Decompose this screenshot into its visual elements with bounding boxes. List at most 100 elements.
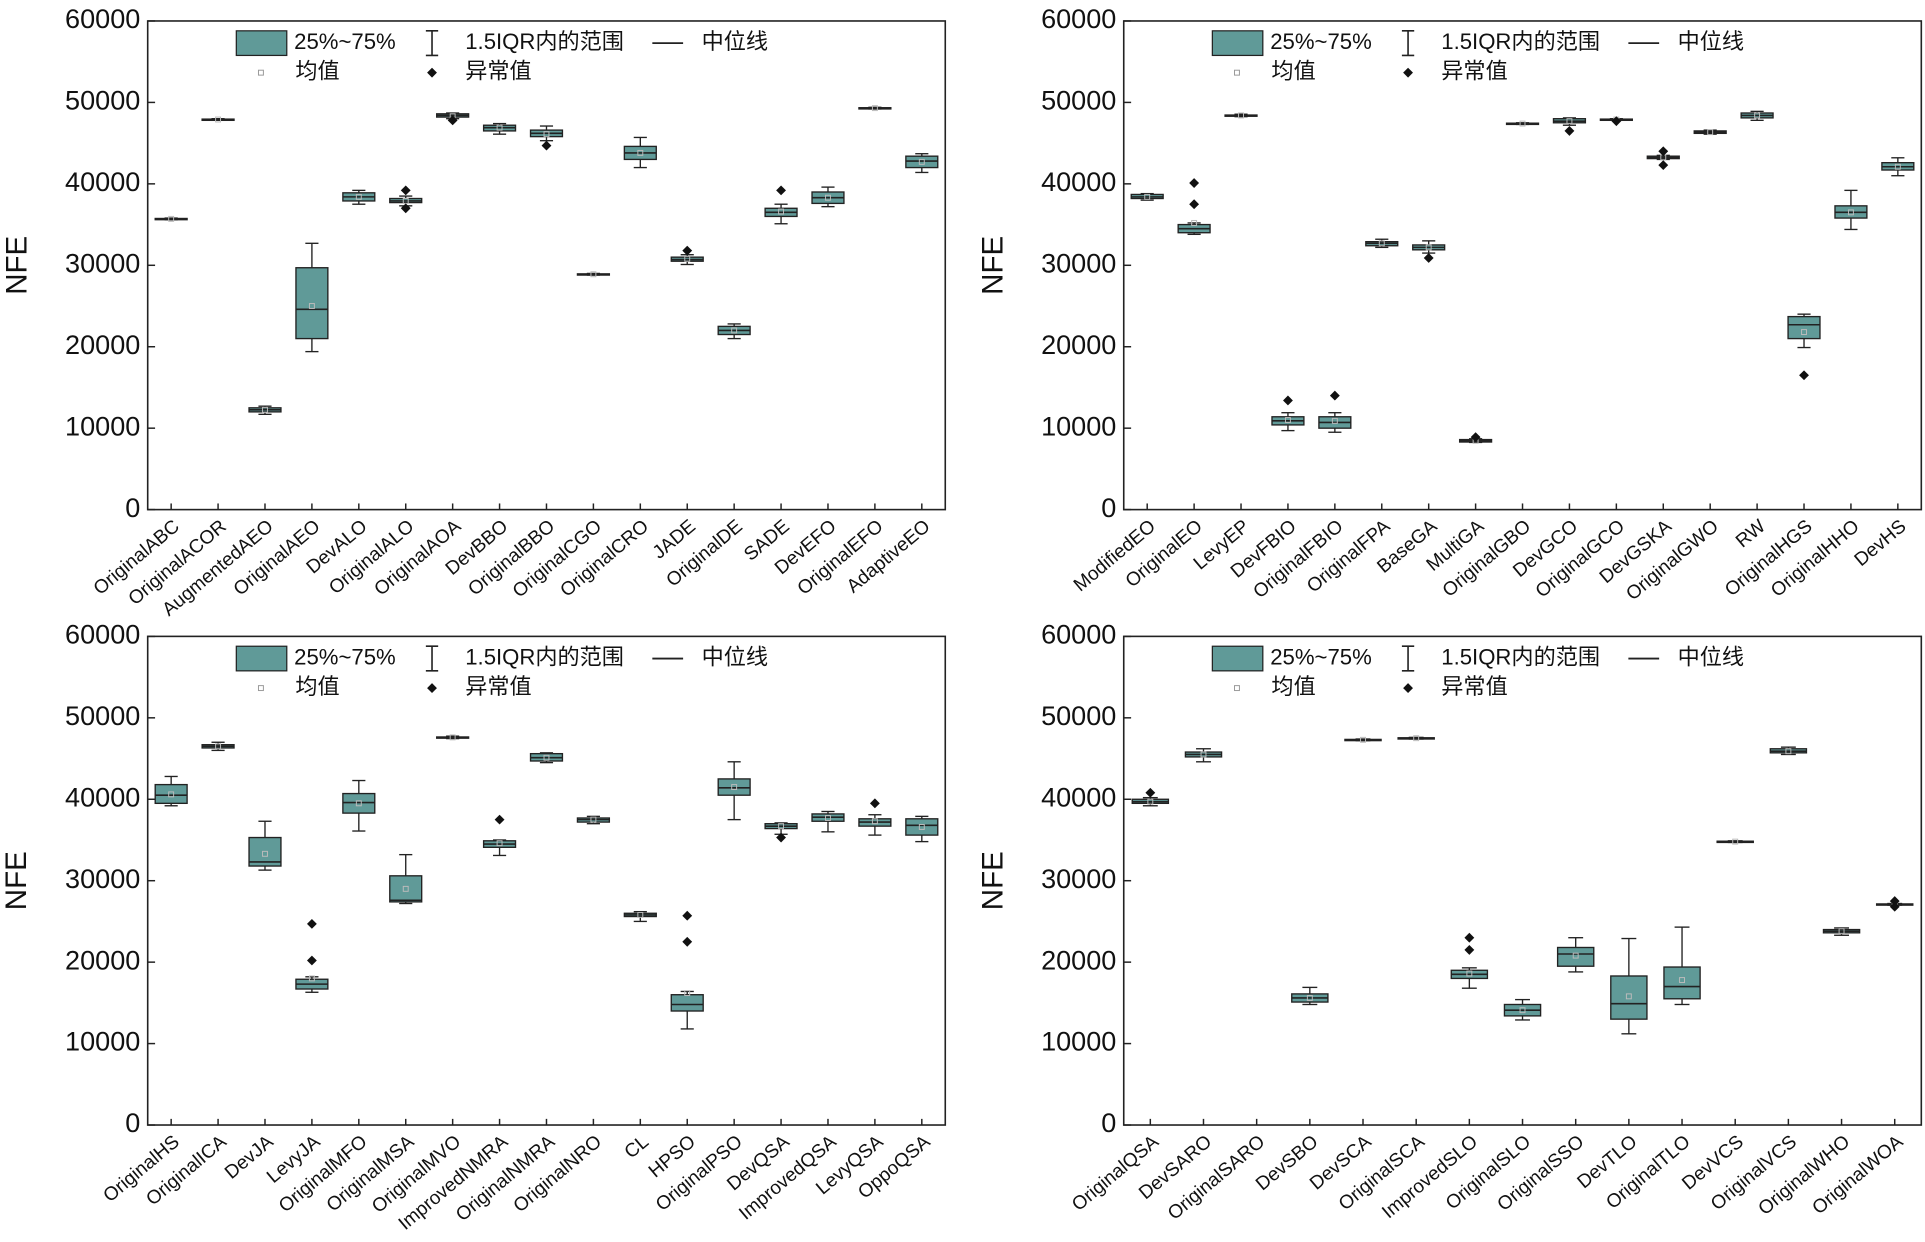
legend-label: 均值 <box>1271 674 1315 699</box>
outlier <box>306 955 317 966</box>
y-tick-label: 50000 <box>65 700 140 731</box>
mean-marker <box>1519 120 1526 127</box>
y-tick-label: 30000 <box>65 863 140 894</box>
legend-label: 中位线 <box>1678 644 1744 669</box>
mean-marker <box>1378 240 1385 247</box>
mean-marker <box>1284 417 1291 423</box>
mean-marker <box>637 911 644 918</box>
box <box>1787 315 1821 340</box>
outlier <box>1564 125 1575 136</box>
y-tick-label: 60000 <box>1041 3 1116 34</box>
mean-marker <box>355 193 362 200</box>
box <box>905 818 939 836</box>
legend-label: 25%~75% <box>294 29 396 54</box>
mean-marker <box>496 840 503 847</box>
y-axis-label: NFE <box>0 236 33 295</box>
legend-label: 1.5IQR内的范围 <box>465 644 624 669</box>
box <box>342 792 376 814</box>
mean-marker <box>1519 1007 1526 1014</box>
outlier <box>1189 199 1200 210</box>
plot-frame <box>1122 635 1923 1126</box>
box <box>1556 946 1595 967</box>
legend-flier-symbol <box>1403 683 1413 694</box>
box <box>154 783 188 805</box>
mean-marker <box>825 194 831 201</box>
legend-flier-symbol <box>1403 67 1413 78</box>
legend-label: 1.5IQR内的范围 <box>1441 29 1600 54</box>
mean-marker <box>1625 993 1632 1000</box>
mean-marker <box>1754 112 1761 119</box>
y-tick-label: 50000 <box>1041 85 1116 116</box>
y-tick-label: 30000 <box>1041 247 1116 278</box>
outlier <box>494 814 505 825</box>
mean-marker <box>1732 838 1739 845</box>
legend-label: 中位线 <box>702 644 768 669</box>
mean-marker <box>731 327 738 334</box>
mean-marker <box>168 791 175 798</box>
outlier <box>682 936 693 947</box>
mean-marker <box>1838 928 1845 935</box>
mean-marker <box>1191 219 1198 226</box>
mean-marker <box>402 885 409 892</box>
y-tick-label: 40000 <box>1041 781 1116 812</box>
legend-mean-symbol <box>257 69 264 76</box>
legend-label: 1.5IQR内的范围 <box>1441 644 1600 669</box>
outlier <box>306 918 317 929</box>
y-tick-label: 0 <box>125 1107 140 1138</box>
mean-marker <box>778 823 785 830</box>
y-tick-label: 10000 <box>65 410 140 441</box>
mean-marker <box>262 850 268 857</box>
y-tick-label: 20000 <box>1041 329 1116 360</box>
mean-marker <box>590 271 597 278</box>
mean-marker <box>1144 193 1151 200</box>
mean-marker <box>308 303 315 309</box>
mean-marker <box>355 800 362 807</box>
box <box>389 875 423 903</box>
y-tick-label: 50000 <box>1041 700 1116 731</box>
legend-label: 均值 <box>295 674 339 699</box>
outlier <box>1189 178 1200 188</box>
outlier <box>1611 116 1622 127</box>
outlier <box>1889 901 1900 912</box>
outlier <box>1658 160 1669 171</box>
box <box>717 778 751 796</box>
x-tick-label: DevHS <box>1851 516 1911 571</box>
legend-label: 异常值 <box>465 59 531 84</box>
y-tick-label: 20000 <box>65 329 140 360</box>
outlier <box>447 115 458 126</box>
legend-whisker-symbol <box>1401 30 1415 57</box>
mean-marker <box>1331 417 1338 424</box>
legend-mean-symbol <box>257 685 264 692</box>
mean-marker <box>637 149 644 156</box>
y-axis-label: NFE <box>976 851 1009 910</box>
legend-label: 中位线 <box>702 29 768 54</box>
y-tick-label: 60000 <box>65 3 140 34</box>
mean-marker <box>1785 748 1792 755</box>
box <box>1610 975 1648 1020</box>
y-tick-label: 40000 <box>65 781 140 812</box>
y-tick-label: 20000 <box>1041 944 1116 975</box>
legend-label: 异常值 <box>1441 59 1507 84</box>
y-tick-label: 60000 <box>65 619 140 650</box>
legend-whisker-symbol <box>425 30 439 57</box>
y-tick-label: 10000 <box>65 1026 140 1057</box>
legend-flier-symbol <box>427 67 437 78</box>
mean-marker <box>1847 209 1854 216</box>
y-tick-label: 0 <box>1101 1107 1116 1138</box>
plot-frame <box>1122 20 1923 511</box>
legend-label: 25%~75% <box>1270 29 1372 54</box>
legend-whisker-symbol <box>425 645 439 672</box>
outlier <box>776 185 786 196</box>
y-tick-label: 50000 <box>65 85 140 116</box>
legend-whisker-symbol <box>1401 645 1415 672</box>
mean-marker <box>1147 798 1154 805</box>
mean-marker <box>1306 995 1313 1001</box>
box <box>905 155 939 169</box>
outlier <box>400 185 411 196</box>
y-tick-label: 40000 <box>65 166 140 197</box>
mean-marker <box>496 124 503 131</box>
legend-label: 中位线 <box>1678 29 1744 54</box>
box <box>670 994 704 1012</box>
plot-frame <box>146 635 947 1126</box>
